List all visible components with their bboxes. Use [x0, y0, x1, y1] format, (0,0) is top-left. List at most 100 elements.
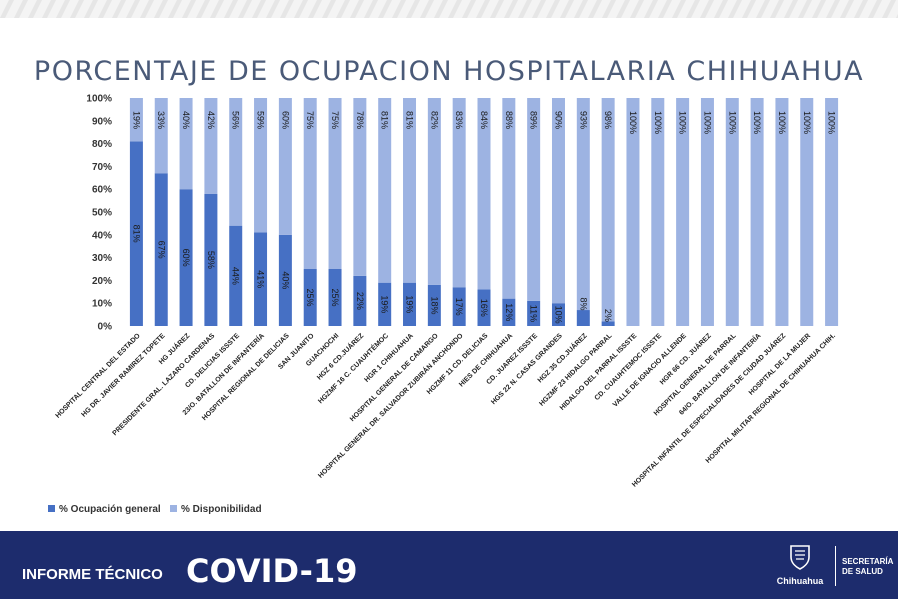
data-label-disponibilidad: 83% — [454, 111, 464, 129]
bar-ocupacion — [427, 284, 441, 326]
category-label: HGZ 6 CD.JUÁREZ — [315, 331, 366, 382]
bar-ocupacion — [576, 310, 590, 326]
shield-icon — [790, 545, 810, 570]
category-label: HOSPITAL CENTRAL DEL ESTADO — [55, 332, 143, 420]
bar-disponibilidad — [750, 98, 764, 326]
bar-ocupacion — [353, 275, 367, 326]
chart-title: PORCENTAJE DE OCUPACION HOSPITALARIA CHI… — [33, 56, 865, 87]
bar-disponibilidad — [551, 98, 565, 304]
bar-ocupacion — [303, 269, 317, 326]
bar-disponibilidad — [179, 98, 193, 190]
bar-ocupacion — [328, 269, 342, 326]
data-label-ocupacion: 16% — [479, 299, 489, 317]
bar-disponibilidad — [378, 98, 392, 283]
bar-ocupacion — [403, 282, 417, 326]
data-label-disponibilidad: 89% — [529, 111, 539, 129]
bar-ocupacion — [452, 287, 466, 326]
agency-name: SECRETARÍA DE SALUD — [842, 557, 893, 577]
bar-ocupacion — [278, 234, 292, 326]
bar-disponibilidad — [254, 98, 268, 233]
data-label-disponibilidad: 60% — [280, 111, 290, 129]
data-label-ocupacion: 11% — [529, 305, 539, 322]
y-tick-label: 100% — [86, 94, 112, 105]
y-tick-label: 20% — [92, 276, 112, 287]
y-tick-label: 40% — [92, 230, 112, 241]
data-label-disponibilidad: 75% — [305, 111, 315, 129]
data-label-ocupacion: 67% — [156, 241, 166, 259]
bar-disponibilidad — [154, 98, 168, 174]
y-tick-label: 80% — [92, 139, 112, 150]
bar-disponibilidad — [229, 98, 243, 226]
data-label-disponibilidad: 40% — [181, 111, 191, 129]
bar-disponibilidad — [427, 98, 441, 285]
y-tick-label: 0% — [98, 322, 113, 333]
y-tick-label: 70% — [92, 162, 112, 173]
agency-line-1: SECRETARÍA — [842, 557, 894, 566]
data-label-disponibilidad: 93% — [578, 111, 588, 129]
data-label-disponibilidad: 100% — [802, 111, 812, 134]
bar-disponibilidad — [775, 98, 789, 326]
data-label-disponibilidad: 81% — [405, 111, 415, 129]
data-label-disponibilidad: 56% — [231, 111, 241, 129]
legend-swatch — [48, 505, 55, 512]
data-label-ocupacion: 41% — [256, 270, 266, 288]
bar-disponibilidad — [328, 98, 342, 269]
bar-disponibilidad — [651, 98, 665, 326]
bar-disponibilidad — [576, 98, 590, 311]
data-label-disponibilidad: 59% — [256, 111, 266, 129]
data-label-disponibilidad: 88% — [504, 111, 514, 129]
bar-disponibilidad — [527, 98, 541, 301]
data-label-disponibilidad: 33% — [156, 111, 166, 129]
data-label-disponibilidad: 100% — [752, 111, 762, 134]
data-label-disponibilidad: 81% — [380, 111, 390, 129]
bar-ocupacion — [601, 321, 615, 326]
legend-label: % Ocupación general — [59, 504, 161, 515]
data-label-ocupacion: 22% — [355, 292, 365, 310]
y-tick-label: 90% — [92, 116, 112, 127]
footer-divider — [835, 546, 836, 586]
data-label-disponibilidad: 100% — [777, 111, 787, 134]
category-label: HOSPITAL REGIONAL DE DELICIAS — [201, 332, 291, 422]
data-label-disponibilidad: 100% — [653, 111, 663, 134]
bar-disponibilidad — [204, 98, 218, 194]
footer-report-label: INFORME TÉCNICO — [22, 566, 163, 583]
y-tick-label: 50% — [92, 208, 112, 219]
bar-ocupacion — [129, 141, 143, 326]
bar-ocupacion — [477, 289, 491, 326]
bar-ocupacion — [502, 298, 516, 326]
top-decorative-band — [0, 0, 898, 18]
legend-swatch — [170, 505, 177, 512]
bar-disponibilidad — [676, 98, 690, 326]
data-label-ocupacion: 58% — [206, 251, 216, 269]
category-label: HOSPITAL GENERAL DE CAMARGO — [349, 332, 440, 423]
bar-ocupacion — [154, 173, 168, 326]
footer-covid-title: COVID-19 — [186, 552, 358, 590]
y-tick-label: 60% — [92, 185, 112, 196]
data-label-ocupacion: 19% — [405, 295, 415, 313]
data-label-disponibilidad: 82% — [429, 111, 439, 129]
y-tick-label: 10% — [92, 299, 112, 310]
bar-ocupacion — [527, 300, 541, 326]
agency-line-2: DE SALUD — [842, 567, 883, 576]
chihuahua-logo: Chihuahua — [776, 544, 824, 586]
bar-ocupacion — [551, 303, 565, 326]
data-label-ocupacion: 40% — [280, 271, 290, 289]
data-label-disponibilidad: 100% — [827, 111, 837, 134]
data-label-ocupacion: 18% — [429, 296, 439, 314]
data-label-disponibilidad: 100% — [628, 111, 638, 134]
bar-ocupacion — [229, 225, 243, 326]
data-label-disponibilidad: 98% — [603, 111, 613, 129]
bar-disponibilidad — [452, 98, 466, 288]
data-label-ocupacion: 44% — [231, 267, 241, 285]
data-label-ocupacion: 17% — [454, 298, 464, 316]
bar-ocupacion — [179, 189, 193, 326]
bar-ocupacion — [378, 282, 392, 326]
data-label-disponibilidad: 100% — [702, 111, 712, 134]
bar-ocupacion — [254, 232, 268, 326]
footer-bar — [0, 531, 898, 599]
bar-ocupacion — [204, 193, 218, 326]
data-label-disponibilidad: 90% — [553, 111, 563, 129]
data-label-disponibilidad: 84% — [479, 111, 489, 129]
data-label-ocupacion: 10% — [553, 306, 563, 324]
data-label-ocupacion: 81% — [131, 225, 141, 243]
